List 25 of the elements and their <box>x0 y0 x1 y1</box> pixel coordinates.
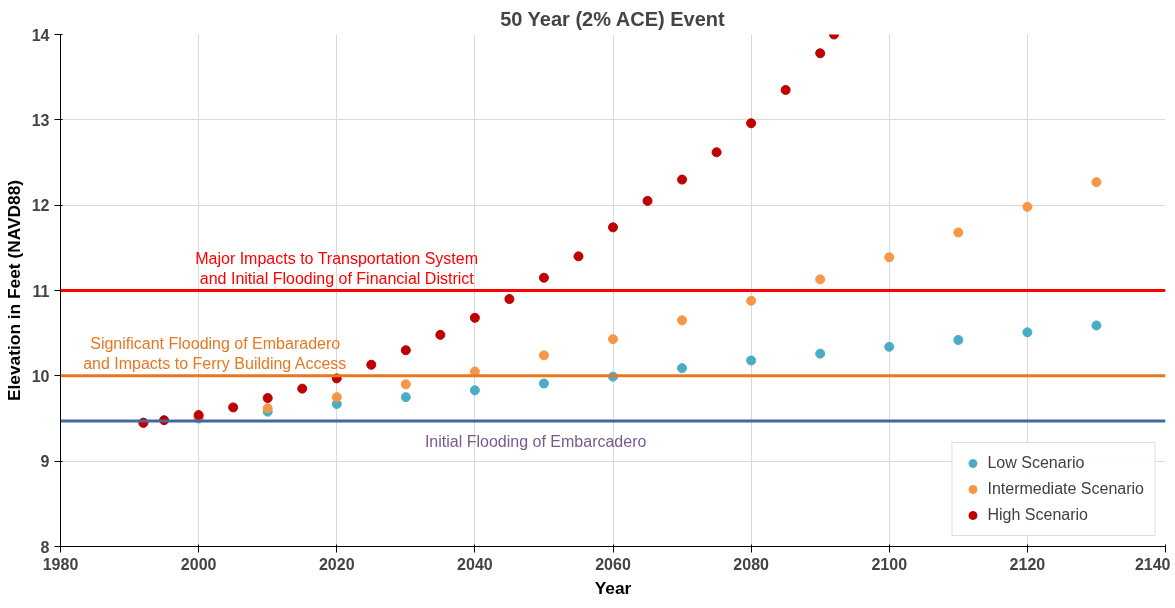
x-tick-label: 2060 <box>595 555 631 573</box>
y-tick-label: 11 <box>32 282 50 300</box>
x-tick-label: 2080 <box>733 555 770 573</box>
x-tick-label: 2100 <box>871 555 908 573</box>
y-tick-label: 10 <box>31 367 50 385</box>
x-tick-label: 2020 <box>318 555 355 573</box>
x-tick-label: 2040 <box>457 555 493 573</box>
x-axis-title: Year <box>594 577 632 598</box>
x-tick-label: 2120 <box>1009 555 1046 573</box>
ref-line-label: Significant Flooding of Embaradero and Impacts to Ferry Building Access <box>83 335 347 373</box>
x-tick-label: 2000 <box>180 555 217 573</box>
ref-line-label: Major Impacts to Transportation System and Initial Flooding of Financial District <box>195 250 478 287</box>
x-tick-label: 1980 <box>42 555 79 573</box>
y-tick-label: 13 <box>31 111 50 129</box>
legend-label: Low Scenario <box>987 454 1085 472</box>
chart-title: 50 Year (2% ACE) Event <box>500 7 726 30</box>
y-tick-label: 14 <box>31 26 50 44</box>
y-tick-label: 9 <box>40 453 50 471</box>
y-tick-label: 12 <box>31 197 50 215</box>
ref-line-label: Initial Flooding of Embarcadero <box>424 432 647 450</box>
y-tick-label: 8 <box>40 538 50 556</box>
x-tick-label: 2140 <box>1134 555 1171 573</box>
y-axis-title: Elevation in Feet (NAVD88) <box>3 179 24 402</box>
legend-label: Intermediate Scenario <box>987 480 1144 498</box>
legend-label: High Scenario <box>987 506 1088 524</box>
